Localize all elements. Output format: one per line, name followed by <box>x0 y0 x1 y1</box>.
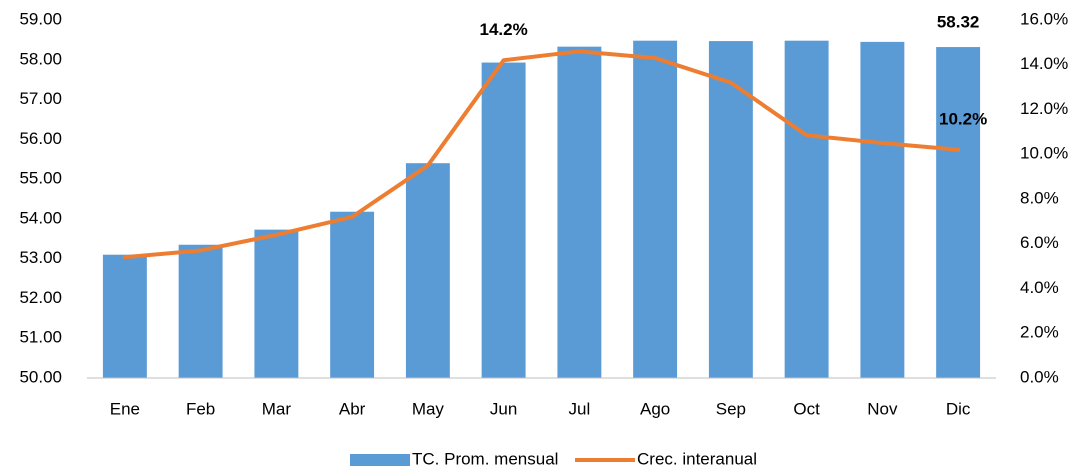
x-tick-label: Mar <box>262 399 292 418</box>
x-tick-label: Nov <box>867 399 898 418</box>
y2-tick-label: 16.0% <box>1020 9 1068 28</box>
x-tick-label: Jul <box>569 399 591 418</box>
data-label: 14.2% <box>480 20 528 39</box>
bar <box>860 41 905 378</box>
bar <box>254 229 299 378</box>
y2-tick-label: 0.0% <box>1020 367 1059 386</box>
y2-tick-label: 14.0% <box>1020 54 1068 73</box>
bar <box>708 41 753 379</box>
line <box>122 49 961 260</box>
y2-tick-label: 4.0% <box>1020 278 1059 297</box>
bar <box>481 62 526 378</box>
x-tick-label: Jun <box>490 399 517 418</box>
bar <box>178 244 223 378</box>
bar <box>936 47 981 378</box>
data-label: 10.2% <box>939 109 987 128</box>
x-tick-label: Sep <box>716 399 746 418</box>
y-tick-label: 52.00 <box>19 288 62 307</box>
bar <box>102 254 147 378</box>
bar <box>784 40 829 378</box>
x-tick-label: May <box>412 399 445 418</box>
y-tick-label: 50.00 <box>19 367 62 386</box>
y2-tick-label: 10.0% <box>1020 144 1068 163</box>
x-tick-label: Ene <box>110 399 140 418</box>
bar <box>557 46 602 378</box>
y-tick-label: 58.00 <box>19 49 62 68</box>
bar <box>330 211 375 378</box>
y-tick-label: 54.00 <box>19 208 62 227</box>
legend-label: TC. Prom. mensual <box>412 449 558 468</box>
y-tick-label: 57.00 <box>19 89 62 108</box>
legend-swatch <box>350 454 410 466</box>
x-tick-label: Oct <box>793 399 820 418</box>
x-tick-label: Feb <box>186 399 215 418</box>
legend-label: Crec. interanual <box>637 449 757 468</box>
y-tick-label: 51.00 <box>19 328 62 347</box>
y-tick-label: 53.00 <box>19 248 62 267</box>
y2-tick-label: 8.0% <box>1020 188 1059 207</box>
y-tick-label: 55.00 <box>19 169 62 188</box>
x-tick-label: Ago <box>640 399 670 418</box>
y2-tick-label: 12.0% <box>1020 99 1068 118</box>
data-label: 58.32 <box>937 13 980 32</box>
x-tick-label: Abr <box>339 399 366 418</box>
y-tick-label: 59.00 <box>19 9 62 28</box>
y2-tick-label: 2.0% <box>1020 323 1059 342</box>
y-tick-label: 56.00 <box>19 129 62 148</box>
y2-tick-label: 6.0% <box>1020 233 1059 252</box>
bar <box>405 163 450 378</box>
bar <box>633 40 678 378</box>
x-tick-label: Dic <box>946 399 971 418</box>
